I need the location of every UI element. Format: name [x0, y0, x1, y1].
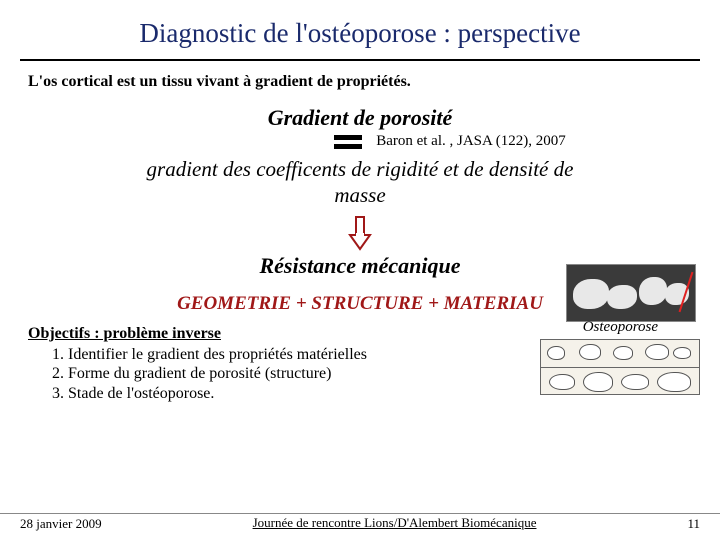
title-rule	[20, 59, 700, 61]
gradient-text: gradient des coefficents de rigidité et …	[0, 150, 720, 209]
osteoporose-diagram	[540, 339, 700, 395]
footer: 28 janvier 2009 Journée de rencontre Lio…	[0, 513, 720, 532]
footer-center: Journée de rencontre Lions/D'Alembert Bi…	[102, 516, 688, 531]
gradient-line1: gradient des coefficents de rigidité et …	[147, 157, 574, 181]
equals-icon	[334, 135, 362, 149]
arrow-down-icon	[346, 215, 374, 251]
objectives-block: Objectifs : problème inverse Identifier …	[0, 315, 720, 404]
osteoporose-label: Osteoporose	[583, 319, 658, 336]
footer-page-number: 11	[687, 516, 700, 532]
citation-row: Baron et al. , JASA (122), 2007	[180, 133, 720, 150]
citation-text: Baron et al. , JASA (122), 2007	[376, 133, 566, 150]
bone-ct-image	[566, 264, 696, 322]
footer-date: 28 janvier 2009	[20, 516, 102, 532]
intro-text: L'os cortical est un tissu vivant à grad…	[0, 69, 720, 101]
slide-title: Diagnostic de l'ostéoporose : perspectiv…	[0, 0, 720, 59]
porosity-heading: Gradient de porosité	[0, 105, 720, 131]
gradient-line2: masse	[334, 183, 385, 207]
